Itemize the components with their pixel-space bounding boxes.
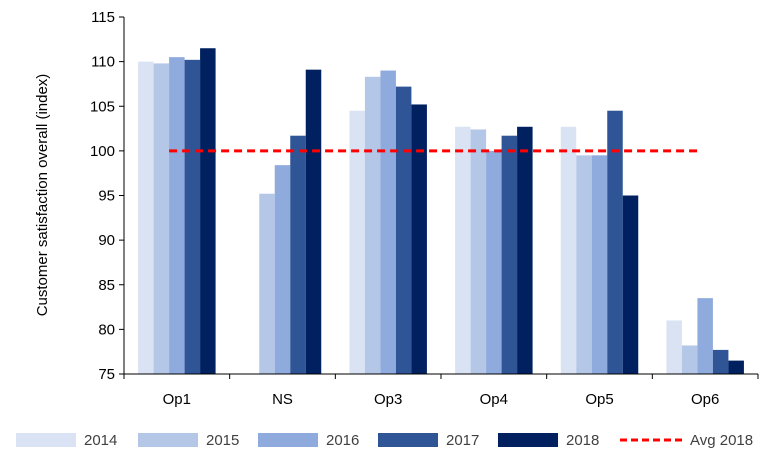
bar-op6-2018 — [728, 360, 744, 374]
bar-op6-2016 — [697, 298, 713, 374]
y-tick-label: 115 — [91, 9, 115, 26]
y-tick-label: 90 — [98, 232, 115, 249]
bar-ns-2016 — [274, 165, 291, 374]
legend-label: 2015 — [206, 432, 239, 449]
legend-swatch — [16, 433, 76, 447]
legend: 2014 2015 2016 2017 2018 Avg 2018 — [16, 432, 753, 449]
bar-op3-2018 — [411, 104, 427, 374]
y-tick-label: 80 — [98, 321, 115, 338]
x-tick-label: Op3 — [374, 391, 402, 408]
legend-label: 2018 — [566, 432, 599, 449]
bar-op5-2016 — [591, 155, 608, 374]
bar-ns-2017 — [290, 135, 306, 374]
y-axis: 75 80 85 90 95 100 105 110 115 — [90, 9, 125, 383]
x-tick-label: Op6 — [691, 391, 719, 408]
bar-op1-2018 — [200, 48, 216, 375]
y-tick-label: 105 — [90, 98, 115, 115]
y-tick-label: 100 — [90, 143, 115, 160]
x-tick-label: Op1 — [163, 391, 191, 408]
y-tick-label: 95 — [98, 188, 115, 205]
bar-op5-2015 — [576, 155, 592, 374]
bar-op3-2016 — [380, 70, 396, 375]
bar-op5-2017 — [607, 110, 623, 375]
bar-op3-2015 — [364, 76, 381, 375]
bar-op4-2016 — [486, 150, 502, 374]
legend-swatch — [138, 433, 198, 447]
legend-swatch — [498, 433, 558, 447]
bar-op5-2014 — [560, 126, 577, 374]
bar-op3-2014 — [349, 110, 365, 375]
bar-op1-2015 — [153, 63, 170, 374]
bars-group — [138, 48, 744, 375]
x-tick-label: NS — [272, 391, 293, 408]
bar-op6-2015 — [681, 345, 698, 374]
y-axis-title: Customer satisfaction overall (index) — [34, 74, 51, 317]
x-tick-label: Op4 — [480, 391, 508, 408]
x-axis: Op1 NS Op3 Op4 Op5 Op6 — [123, 373, 759, 408]
legend-label: 2017 — [446, 432, 479, 449]
bar-op1-2016 — [169, 57, 185, 374]
bar-ns-2018 — [305, 69, 322, 374]
y-tick-label: 75 — [98, 366, 115, 383]
y-tick-label: 110 — [91, 54, 115, 71]
bar-op1-2014 — [138, 61, 154, 374]
bar-op4-2015 — [470, 129, 487, 374]
bar-op6-2017 — [712, 349, 729, 374]
legend-label: 2014 — [84, 432, 117, 449]
legend-swatch — [258, 433, 318, 447]
x-tick-label: Op5 — [585, 391, 613, 408]
bar-op4-2018 — [517, 126, 533, 374]
bar-op5-2018 — [622, 195, 639, 374]
bar-op3-2017 — [395, 86, 412, 375]
legend-swatch — [378, 433, 438, 447]
legend-label: Avg 2018 — [690, 432, 753, 449]
bar-op1-2017 — [184, 59, 201, 375]
y-tick-label: 85 — [98, 277, 115, 294]
bar-op6-2014 — [666, 320, 682, 374]
bar-ns-2015 — [259, 193, 275, 374]
bar-op4-2014 — [455, 126, 471, 374]
legend-label: 2016 — [326, 432, 359, 449]
bar-op4-2017 — [501, 135, 518, 374]
